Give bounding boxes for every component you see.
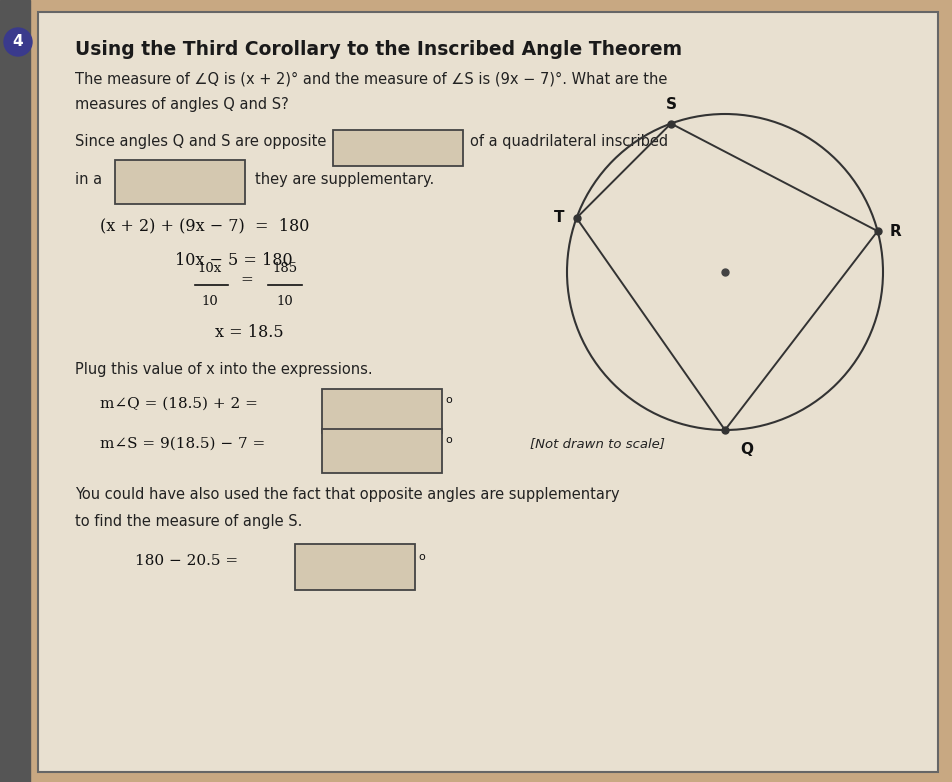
FancyBboxPatch shape [332,130,463,166]
Text: Using the Third Corollary to the Inscribed Angle Theorem: Using the Third Corollary to the Inscrib… [75,40,682,59]
Text: Plug this value of x into the expressions.: Plug this value of x into the expression… [75,362,372,377]
Text: [Not drawn to scale]: [Not drawn to scale] [529,437,664,450]
Text: to find the measure of angle S.: to find the measure of angle S. [75,514,302,529]
Text: x = 18.5: x = 18.5 [215,324,284,341]
Circle shape [4,28,32,56]
FancyBboxPatch shape [295,544,414,590]
Text: 10: 10 [202,295,218,308]
FancyBboxPatch shape [322,389,442,433]
Text: The measure of ∠Q is (x + 2)° and the measure of ∠S is (9x − 7)°. What are the: The measure of ∠Q is (x + 2)° and the me… [75,72,666,87]
Text: (x + 2) + (9x − 7)  =  180: (x + 2) + (9x − 7) = 180 [100,217,309,234]
Text: measures of angles Q and S?: measures of angles Q and S? [75,97,288,112]
Text: S: S [664,96,676,112]
Text: 10x: 10x [198,262,222,275]
Bar [0,0,30,782]
Text: they are supplementary.: they are supplementary. [255,172,434,187]
Text: 4: 4 [12,34,23,49]
Text: o: o [418,552,425,562]
Text: You could have also used the fact that opposite angles are supplementary: You could have also used the fact that o… [75,487,619,502]
Text: 10: 10 [276,295,293,308]
Text: 10x − 5 = 180: 10x − 5 = 180 [175,252,292,269]
FancyBboxPatch shape [115,160,245,204]
Text: 180 − 20.5 =: 180 − 20.5 = [135,554,238,568]
Text: in a: in a [75,172,102,187]
Text: of a quadrilateral inscribed: of a quadrilateral inscribed [469,134,667,149]
Text: =: = [240,273,252,287]
Text: o: o [445,395,451,405]
Text: 185: 185 [272,262,297,275]
Text: Q: Q [739,442,752,457]
Text: m∠Q = (18.5) + 2 =: m∠Q = (18.5) + 2 = [100,397,258,411]
Text: Since angles Q and S are opposite: Since angles Q and S are opposite [75,134,326,149]
FancyBboxPatch shape [38,12,937,772]
FancyBboxPatch shape [322,429,442,473]
Text: o: o [445,435,451,445]
Text: m∠S = 9(18.5) − 7 =: m∠S = 9(18.5) − 7 = [100,437,265,451]
Text: R: R [888,224,901,239]
Text: T: T [553,210,564,225]
